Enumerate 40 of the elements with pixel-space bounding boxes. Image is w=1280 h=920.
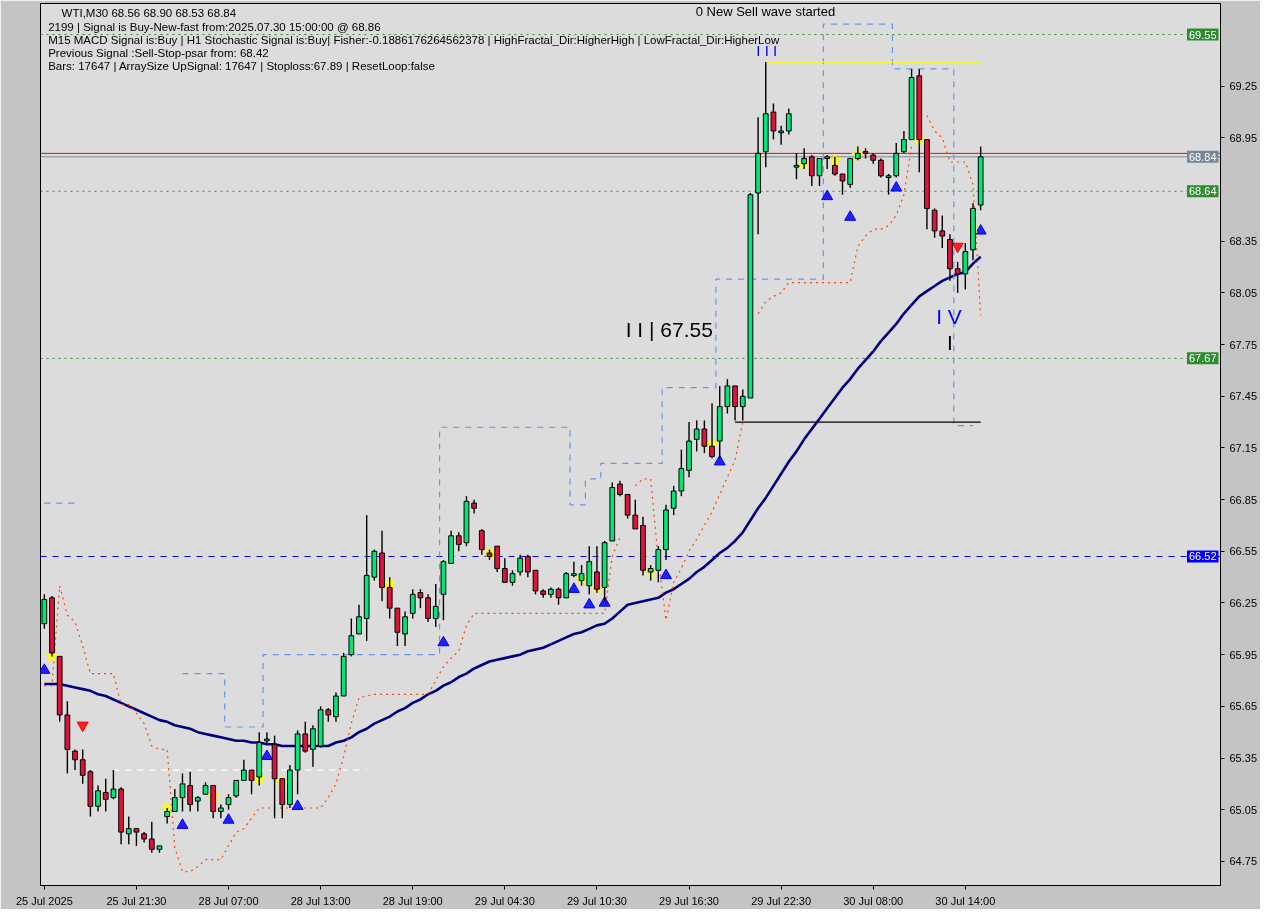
x-tick-label: 30 Jul 08:00 (843, 894, 904, 907)
annotation: I (947, 331, 953, 354)
x-tick-label: 29 Jul 16:30 (659, 894, 719, 907)
x-tick-label: 28 Jul 13:00 (290, 894, 351, 907)
y-tick-label: 67.75 (1229, 338, 1258, 351)
y-tick-label: 65.35 (1229, 752, 1258, 765)
y-tick-label: 68.05 (1229, 286, 1258, 299)
ref-line-label: 67.67 (1188, 352, 1217, 365)
ref-line-label: 68.84 (1188, 150, 1217, 163)
annotation: M15 MACD Signal is:Buy | H1 Stochastic Signal is:Buy| Fisher:-0.1886176264562378 | HighFractal_Dir:HigherHigh | LowFractal_Dir:HigherLow (48, 34, 780, 47)
x-tick-label: 30 Jul 14:00 (935, 894, 996, 907)
y-tick-label: 69.25 (1229, 80, 1258, 93)
annotation: Bars: 17647 | ArraySize UpSignal: 17647 | Stoploss:67.89 | ResetLoop:false (48, 59, 435, 72)
y-tick-label: 67.15 (1229, 441, 1258, 454)
ref-line-label: 68.64 (1188, 185, 1217, 198)
y-tick-label: 66.85 (1229, 493, 1258, 506)
y-tick-label: 68.95 (1229, 131, 1258, 144)
annotation: 2199 | Signal is Buy-New-fast from:2025.07.30 15:00:00 @ 68.86 (48, 21, 381, 34)
chart-title: WTI,M30 68.56 68.90 68.53 68.84 (61, 7, 237, 20)
annotation: I V (936, 305, 962, 329)
y-tick-label: 65.95 (1229, 648, 1258, 661)
x-tick-label: 28 Jul 07:00 (198, 894, 259, 907)
y-tick-label: 64.75 (1229, 855, 1258, 868)
ref-line-label: 66.52 (1188, 550, 1217, 563)
y-tick-label: 65.05 (1229, 803, 1258, 816)
y-tick-label: 68.35 (1229, 235, 1258, 248)
y-tick-label: 65.65 (1229, 700, 1258, 713)
x-tick-label: 25 Jul 2025 (15, 894, 73, 907)
annotation: I I | 67.55 (625, 318, 713, 342)
y-tick-label: 66.55 (1229, 545, 1258, 558)
y-tick-label: 66.25 (1229, 596, 1258, 609)
x-tick-label: 28 Jul 19:00 (382, 894, 443, 907)
x-tick-label: 29 Jul 22:30 (751, 894, 812, 907)
x-tick-label: 29 Jul 04:30 (474, 894, 535, 907)
annotation: 0 New Sell wave started (695, 4, 836, 20)
x-tick-label: 25 Jul 21:30 (106, 894, 167, 907)
y-tick-label: 67.45 (1229, 390, 1258, 403)
annotation: Previous Signal :Sell-Stop-psar from: 68.42 (48, 46, 269, 59)
ref-line-label: 69.55 (1188, 28, 1217, 41)
x-tick-label: 29 Jul 10:30 (566, 894, 627, 907)
